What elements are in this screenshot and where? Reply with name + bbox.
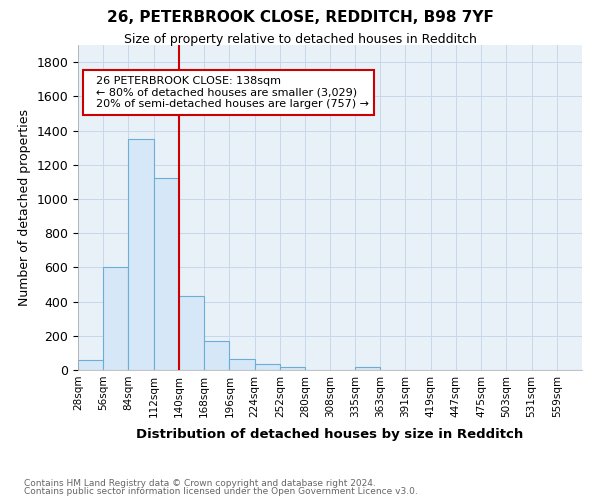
Bar	[229, 360, 255, 370]
Text: Size of property relative to detached houses in Redditch: Size of property relative to detached ho…	[124, 32, 476, 46]
Text: 26 PETERBROOK CLOSE: 138sqm
  ← 80% of detached houses are smaller (3,029)
  20%: 26 PETERBROOK CLOSE: 138sqm ← 80% of det…	[89, 76, 369, 109]
X-axis label: Distribution of detached houses by size in Redditch: Distribution of detached houses by size …	[136, 428, 524, 441]
Bar	[280, 366, 305, 370]
Y-axis label: Number of detached properties: Number of detached properties	[18, 109, 31, 306]
Text: Contains public sector information licensed under the Open Government Licence v3: Contains public sector information licen…	[24, 487, 418, 496]
Text: Contains HM Land Registry data © Crown copyright and database right 2024.: Contains HM Land Registry data © Crown c…	[24, 478, 376, 488]
Bar	[255, 364, 280, 370]
Bar	[204, 341, 229, 370]
Text: 26, PETERBROOK CLOSE, REDDITCH, B98 7YF: 26, PETERBROOK CLOSE, REDDITCH, B98 7YF	[107, 10, 493, 25]
Bar	[128, 139, 154, 370]
Bar	[179, 296, 204, 370]
Bar	[103, 268, 128, 370]
Bar	[355, 366, 380, 370]
Bar	[78, 360, 103, 370]
Bar	[154, 178, 179, 370]
